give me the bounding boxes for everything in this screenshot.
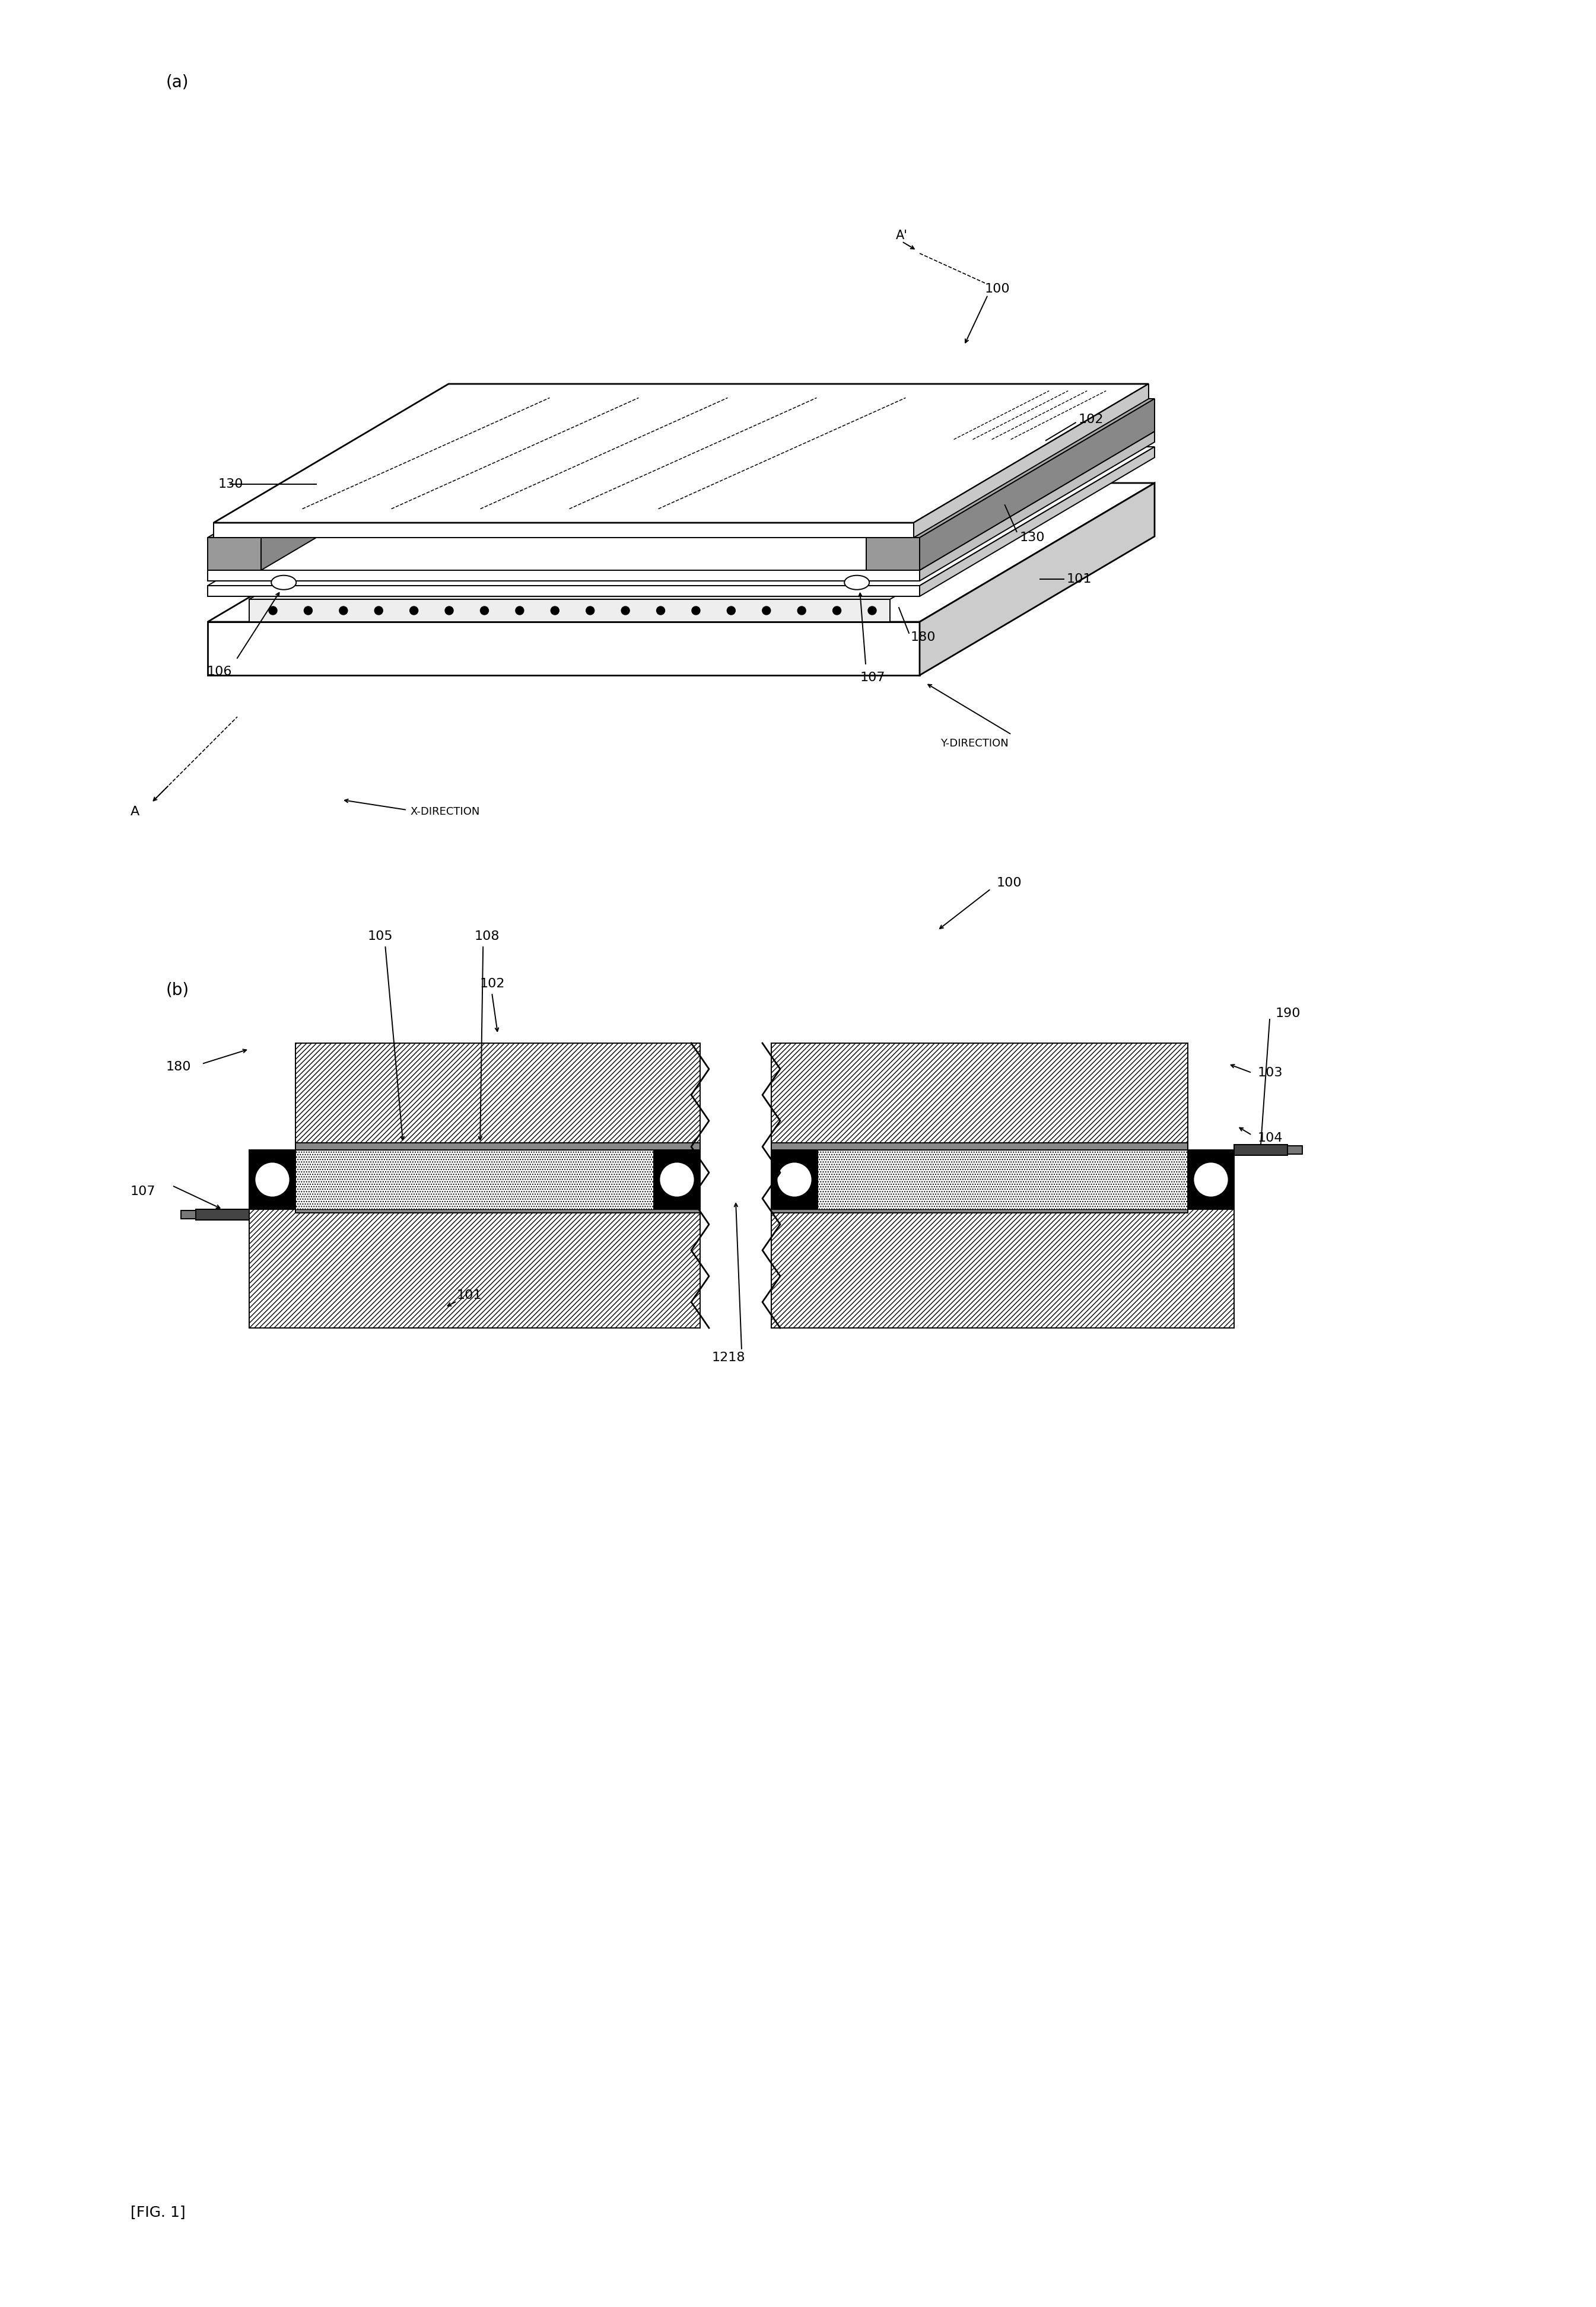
Text: 130: 130 [1020, 531, 1045, 544]
Polygon shape [214, 524, 913, 538]
Text: X-DIRECTION: X-DIRECTION [410, 807, 480, 817]
Polygon shape [919, 431, 1154, 581]
Polygon shape [262, 399, 496, 570]
Text: A: A [131, 805, 139, 817]
Circle shape [728, 607, 736, 614]
Circle shape [777, 1163, 812, 1197]
Text: (a): (a) [166, 74, 188, 90]
Text: 101: 101 [456, 1290, 482, 1301]
Bar [196, 1209, 249, 1220]
Text: A': A' [895, 231, 908, 242]
Text: 105: 105 [367, 930, 393, 941]
Bar [180, 1211, 196, 1218]
Circle shape [340, 607, 348, 614]
Text: 180: 180 [166, 1061, 192, 1073]
Polygon shape [207, 482, 1154, 623]
Text: 102: 102 [480, 978, 506, 990]
Polygon shape [249, 591, 903, 600]
Polygon shape [867, 399, 1154, 538]
Circle shape [586, 607, 594, 614]
Circle shape [375, 607, 383, 614]
Text: 107: 107 [131, 1186, 156, 1197]
Bar [295, 1207, 701, 1213]
Bar [654, 1149, 701, 1209]
Circle shape [656, 607, 666, 614]
Polygon shape [207, 586, 919, 595]
Ellipse shape [271, 574, 297, 591]
Bar [771, 1149, 817, 1209]
Polygon shape [919, 399, 1154, 570]
Circle shape [516, 607, 523, 614]
Circle shape [254, 1163, 290, 1197]
Bar [771, 1142, 1187, 1149]
Bar [295, 1149, 654, 1209]
Text: 103: 103 [1258, 1066, 1283, 1080]
Polygon shape [207, 538, 262, 570]
Circle shape [833, 607, 841, 614]
Bar [1288, 1147, 1302, 1154]
Circle shape [691, 607, 701, 614]
Text: 190: 190 [1275, 1008, 1301, 1020]
Text: 106: 106 [206, 667, 231, 678]
Bar [295, 1142, 701, 1149]
Bar [771, 1209, 1234, 1329]
Text: 101: 101 [1066, 572, 1092, 586]
Circle shape [868, 607, 876, 614]
Polygon shape [207, 623, 919, 676]
Text: (b): (b) [166, 980, 190, 999]
Circle shape [410, 607, 418, 614]
Text: 1218: 1218 [712, 1352, 745, 1363]
Polygon shape [919, 448, 1154, 595]
Polygon shape [207, 431, 1154, 570]
Bar [771, 1043, 1187, 1149]
Text: 100: 100 [998, 877, 1021, 888]
Bar [1187, 1149, 1234, 1209]
Bar [295, 1043, 701, 1149]
Polygon shape [913, 383, 1149, 538]
Polygon shape [919, 482, 1154, 676]
Circle shape [480, 607, 488, 614]
Text: [FIG. 1]: [FIG. 1] [131, 2205, 185, 2219]
Text: 100: 100 [985, 284, 1010, 295]
Circle shape [798, 607, 806, 614]
Bar [249, 1149, 295, 1209]
Text: 180: 180 [911, 632, 935, 644]
Bar [771, 1207, 1187, 1213]
Bar [249, 1209, 701, 1329]
Polygon shape [867, 538, 919, 570]
Circle shape [445, 607, 453, 614]
Text: Y-DIRECTION: Y-DIRECTION [940, 738, 1009, 750]
Bar [817, 1149, 1187, 1209]
Ellipse shape [844, 574, 870, 591]
Circle shape [303, 607, 313, 614]
Text: 102: 102 [1079, 413, 1104, 424]
Circle shape [659, 1163, 694, 1197]
Circle shape [268, 607, 278, 614]
Text: 107: 107 [860, 671, 886, 683]
Polygon shape [207, 448, 1154, 586]
Polygon shape [214, 383, 1149, 524]
Circle shape [763, 607, 771, 614]
Bar [1234, 1144, 1288, 1156]
Circle shape [551, 607, 559, 614]
Text: 104: 104 [1258, 1133, 1283, 1144]
Circle shape [1194, 1163, 1229, 1197]
Polygon shape [249, 600, 891, 623]
Polygon shape [207, 570, 919, 581]
Text: 130: 130 [219, 478, 244, 489]
Polygon shape [207, 399, 496, 538]
Text: 108: 108 [474, 930, 500, 941]
Circle shape [621, 607, 629, 614]
